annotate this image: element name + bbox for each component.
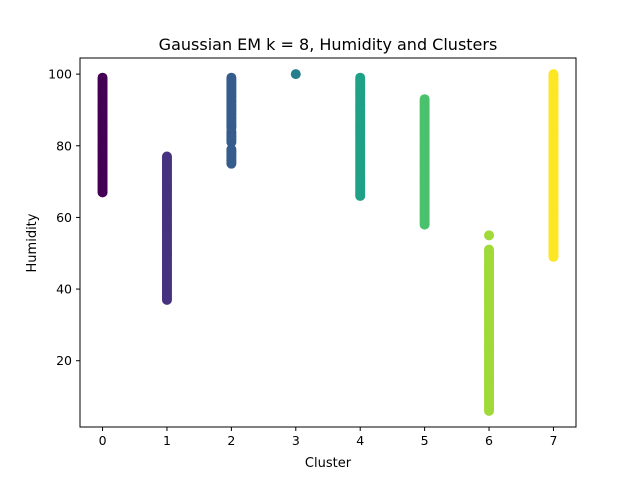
cluster-5-points bbox=[419, 94, 430, 230]
point bbox=[355, 72, 366, 83]
x-tick-label: 4 bbox=[356, 433, 364, 448]
x-tick-label: 7 bbox=[549, 433, 557, 448]
cluster-3-points bbox=[290, 69, 301, 80]
x-tick-label: 5 bbox=[421, 433, 429, 448]
point bbox=[484, 244, 495, 255]
y-axis-label: Humidity bbox=[25, 213, 40, 272]
y-tick-label: 60 bbox=[56, 210, 72, 225]
point bbox=[226, 144, 237, 155]
point bbox=[226, 72, 237, 83]
cluster-0-points bbox=[97, 72, 108, 198]
point bbox=[548, 69, 559, 80]
cluster-1-points bbox=[161, 151, 172, 305]
cluster-6-points bbox=[484, 230, 495, 416]
cluster-7-points bbox=[548, 69, 559, 262]
cluster-4-points bbox=[355, 72, 366, 201]
x-tick-label: 6 bbox=[485, 433, 493, 448]
x-tick-label: 3 bbox=[292, 433, 300, 448]
x-tick-label: 2 bbox=[227, 433, 235, 448]
plot-frame bbox=[79, 57, 577, 428]
cluster-2-points bbox=[226, 72, 237, 169]
y-tick-label: 80 bbox=[56, 138, 72, 153]
point bbox=[290, 69, 301, 80]
y-axis-ticks: 20 40 60 80 100 bbox=[48, 67, 80, 368]
x-tick-label: 0 bbox=[99, 433, 107, 448]
x-tick-label: 1 bbox=[163, 433, 171, 448]
point bbox=[97, 72, 108, 83]
x-axis-ticks: 0 1 2 3 4 5 6 7 bbox=[99, 427, 557, 448]
x-axis-label: Cluster bbox=[305, 456, 352, 471]
point bbox=[419, 94, 430, 105]
y-tick-label: 40 bbox=[56, 282, 72, 297]
y-tick-label: 100 bbox=[48, 67, 72, 82]
data-marks bbox=[97, 69, 559, 416]
point bbox=[161, 151, 172, 162]
outlier-point bbox=[484, 230, 495, 241]
y-tick-label: 20 bbox=[56, 353, 72, 368]
chart-title: Gaussian EM k = 8, Humidity and Clusters bbox=[159, 35, 498, 54]
